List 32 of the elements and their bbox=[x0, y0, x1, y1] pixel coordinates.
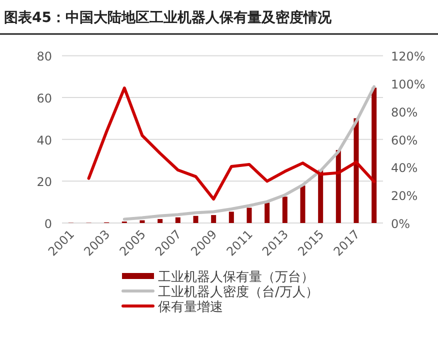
bar bbox=[158, 219, 163, 223]
bar bbox=[193, 216, 198, 223]
line-series bbox=[122, 85, 376, 221]
chart-title: 图表45：中国大陆地区工业机器人保有量及密度情况 bbox=[4, 9, 332, 26]
legend-label: 工业机器人密度（台/万人） bbox=[158, 284, 318, 300]
bar bbox=[246, 208, 252, 223]
bar bbox=[211, 215, 216, 223]
bar bbox=[372, 88, 377, 223]
y-tick-label: 80 bbox=[36, 50, 52, 64]
legend-label: 工业机器人保有量（万台） bbox=[158, 270, 314, 285]
y2-tick-label: 0% bbox=[391, 217, 410, 231]
y2-tick-label: 20% bbox=[391, 189, 418, 204]
y2-tick-label: 40% bbox=[391, 161, 418, 176]
y2-tick-label: 80% bbox=[391, 105, 418, 120]
y-tick-label: 40 bbox=[36, 133, 52, 148]
bar bbox=[336, 150, 341, 223]
y-tick-label: 0 bbox=[44, 217, 52, 231]
bar bbox=[175, 217, 180, 223]
bar bbox=[282, 196, 288, 223]
y2-tick-label: 100% bbox=[391, 78, 426, 92]
bar bbox=[264, 202, 270, 223]
bar bbox=[318, 170, 324, 223]
bar bbox=[140, 220, 145, 223]
bar bbox=[354, 118, 359, 223]
bar bbox=[300, 186, 306, 223]
y2-tick-label: 120% bbox=[391, 50, 426, 64]
y-tick-label: 60 bbox=[36, 92, 52, 106]
bar bbox=[228, 212, 234, 223]
y2-tick-label: 60% bbox=[391, 133, 418, 148]
y-tick-label: 20 bbox=[36, 175, 52, 190]
legend-label: 保有量增速 bbox=[158, 300, 223, 315]
line-series bbox=[87, 86, 376, 201]
